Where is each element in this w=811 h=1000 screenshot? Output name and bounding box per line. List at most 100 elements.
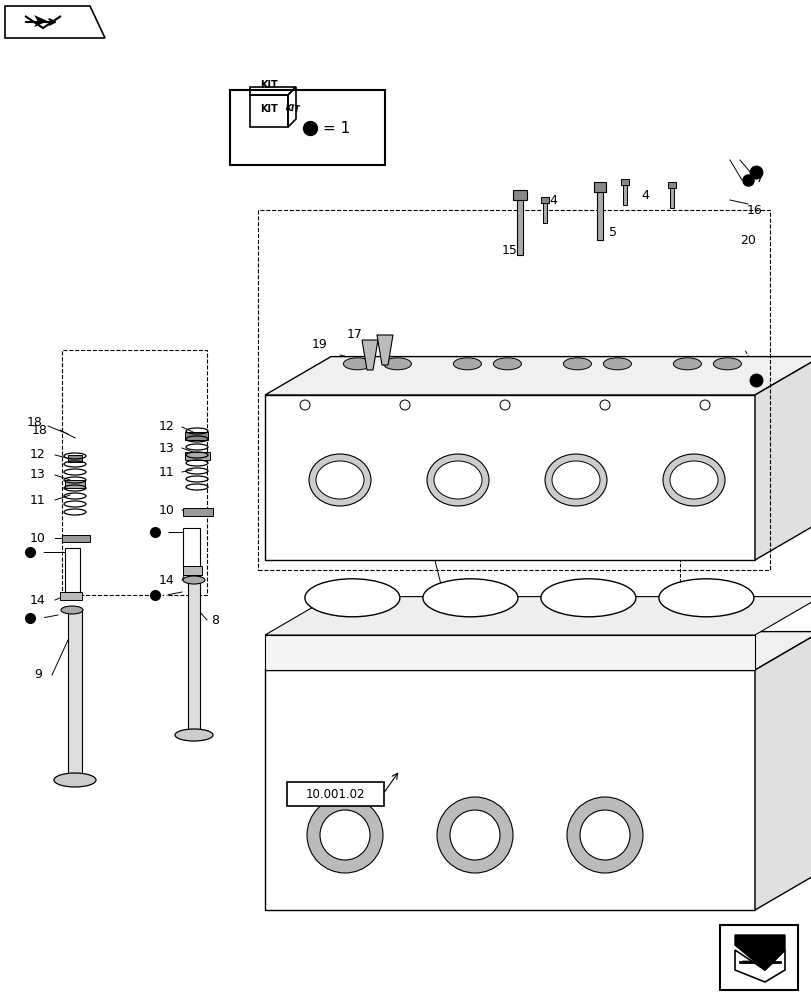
Text: = 1: = 1 <box>323 121 350 136</box>
Text: 3: 3 <box>161 527 169 537</box>
Polygon shape <box>540 197 548 203</box>
Circle shape <box>566 797 642 873</box>
Ellipse shape <box>427 454 488 506</box>
Polygon shape <box>754 632 811 910</box>
Ellipse shape <box>540 579 635 617</box>
Ellipse shape <box>493 358 521 370</box>
Ellipse shape <box>304 579 399 617</box>
Ellipse shape <box>713 358 740 370</box>
Polygon shape <box>65 480 85 488</box>
Ellipse shape <box>544 454 607 506</box>
Circle shape <box>436 797 513 873</box>
Text: 3: 3 <box>36 547 44 557</box>
Ellipse shape <box>666 619 745 647</box>
Polygon shape <box>182 528 200 570</box>
Ellipse shape <box>547 619 628 647</box>
Polygon shape <box>182 508 212 516</box>
Circle shape <box>299 400 310 410</box>
Polygon shape <box>60 592 82 600</box>
Circle shape <box>579 810 629 860</box>
Circle shape <box>307 797 383 873</box>
Text: 10: 10 <box>30 532 46 544</box>
Circle shape <box>320 810 370 860</box>
Ellipse shape <box>669 461 717 499</box>
Polygon shape <box>594 182 605 192</box>
Ellipse shape <box>182 576 204 584</box>
Ellipse shape <box>315 461 363 499</box>
Text: KIT: KIT <box>283 103 300 115</box>
Polygon shape <box>182 566 202 575</box>
Ellipse shape <box>61 606 83 614</box>
Polygon shape <box>185 432 208 440</box>
Polygon shape <box>669 186 673 208</box>
Polygon shape <box>264 395 754 560</box>
Polygon shape <box>622 183 626 205</box>
Text: 7: 7 <box>755 172 763 185</box>
Text: 22: 22 <box>753 371 769 384</box>
Polygon shape <box>734 935 784 970</box>
Polygon shape <box>754 357 811 560</box>
Text: 12: 12 <box>30 448 45 462</box>
Text: ➤: ➤ <box>32 13 48 32</box>
Polygon shape <box>596 190 603 240</box>
Polygon shape <box>667 182 676 188</box>
Ellipse shape <box>658 579 753 617</box>
Text: 4: 4 <box>548 194 556 207</box>
Text: 21: 21 <box>746 395 762 408</box>
Text: 16: 16 <box>746 204 762 217</box>
Polygon shape <box>264 635 754 670</box>
Text: 19: 19 <box>311 338 328 352</box>
Ellipse shape <box>540 614 635 652</box>
Text: 10: 10 <box>159 504 174 516</box>
Ellipse shape <box>423 614 517 652</box>
Ellipse shape <box>672 358 701 370</box>
Text: 11: 11 <box>30 493 45 506</box>
Ellipse shape <box>430 619 510 647</box>
Ellipse shape <box>551 461 599 499</box>
Polygon shape <box>517 200 522 255</box>
Text: 18: 18 <box>27 416 43 428</box>
Circle shape <box>449 810 500 860</box>
Circle shape <box>400 400 410 410</box>
Polygon shape <box>264 670 754 910</box>
Text: 6: 6 <box>36 613 44 623</box>
Ellipse shape <box>453 358 481 370</box>
Ellipse shape <box>175 729 212 741</box>
Ellipse shape <box>54 773 96 787</box>
Polygon shape <box>264 632 811 670</box>
Polygon shape <box>264 357 811 395</box>
Text: KIT: KIT <box>260 104 277 114</box>
Text: 4: 4 <box>375 430 384 444</box>
Text: 21: 21 <box>753 395 769 408</box>
Ellipse shape <box>658 614 753 652</box>
Text: 5: 5 <box>608 226 616 239</box>
Text: 15: 15 <box>501 243 517 256</box>
Ellipse shape <box>563 358 590 370</box>
Polygon shape <box>362 340 378 370</box>
Text: 14: 14 <box>30 593 45 606</box>
Polygon shape <box>620 179 629 185</box>
Text: 12: 12 <box>159 420 174 434</box>
Text: 13: 13 <box>159 442 174 454</box>
Text: 13: 13 <box>30 468 45 482</box>
Text: 20: 20 <box>739 233 755 246</box>
Circle shape <box>699 400 709 410</box>
Polygon shape <box>185 452 210 460</box>
Polygon shape <box>376 335 393 365</box>
Bar <box>62 350 207 595</box>
Ellipse shape <box>312 619 392 647</box>
Polygon shape <box>543 201 547 223</box>
Text: 17: 17 <box>346 328 363 342</box>
Text: 4: 4 <box>640 189 648 202</box>
Text: 8: 8 <box>211 613 219 626</box>
Polygon shape <box>62 535 90 542</box>
Ellipse shape <box>309 454 371 506</box>
Text: 9: 9 <box>34 668 42 682</box>
Bar <box>258 210 769 570</box>
Text: 10.001.02: 10.001.02 <box>305 788 364 800</box>
Text: 22: 22 <box>746 371 762 384</box>
Ellipse shape <box>663 454 724 506</box>
Ellipse shape <box>304 614 399 652</box>
Circle shape <box>500 400 509 410</box>
Text: 18: 18 <box>32 424 48 436</box>
